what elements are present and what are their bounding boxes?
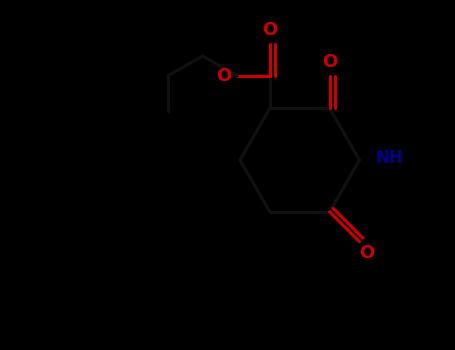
Text: O: O xyxy=(359,244,374,262)
Text: O: O xyxy=(262,21,278,38)
Text: NH: NH xyxy=(375,148,403,167)
Text: O: O xyxy=(216,67,231,85)
Text: O: O xyxy=(322,53,337,71)
